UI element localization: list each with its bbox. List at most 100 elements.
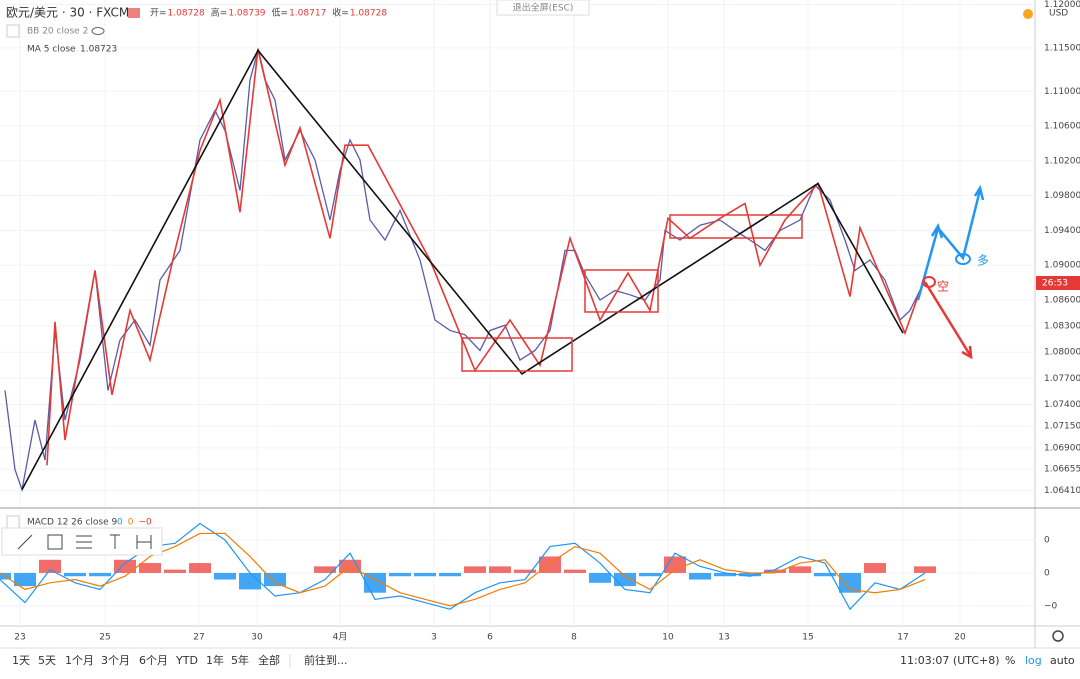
range-box xyxy=(669,214,803,239)
range-button[interactable]: 6个月 xyxy=(139,654,168,667)
clock: 11:03:07 (UTC+8) xyxy=(900,654,1000,667)
annotation: 空 xyxy=(937,280,949,294)
x-tick-label: 10 xyxy=(662,633,674,643)
y-tick-label: 0 xyxy=(1044,536,1050,546)
collapse-button[interactable] xyxy=(6,24,20,38)
histogram-bar xyxy=(489,566,511,573)
price-line xyxy=(46,48,921,466)
range-button[interactable]: 3个月 xyxy=(101,654,130,667)
toolbar: 1天 5天 1个月 3个月 6个月 YTD 1年 5年 全部 前往到... 11:03:07 (UT… xyxy=(12,653,1075,668)
flag-icon xyxy=(128,8,140,18)
y-tick-label: 1.07700 xyxy=(1044,374,1080,384)
histogram-bar xyxy=(214,572,236,580)
histogram-bar xyxy=(689,572,711,580)
axis-option[interactable]: % xyxy=(1005,654,1015,667)
x-tick-label: 15 xyxy=(802,633,813,643)
range-button[interactable]: 1年 xyxy=(206,653,224,667)
histogram-bar xyxy=(314,566,336,573)
y-tick-label: −0 xyxy=(1044,601,1058,611)
histogram-bar xyxy=(14,572,36,587)
range-button[interactable]: YTD xyxy=(175,654,198,667)
histogram-bar xyxy=(614,572,636,587)
histogram-bar xyxy=(164,569,186,573)
histogram-bar xyxy=(589,572,611,583)
macd-title: MACD 12 26 close 9 xyxy=(27,518,118,528)
histogram-bar xyxy=(64,572,86,577)
visibility-icon[interactable] xyxy=(91,27,105,35)
range-button[interactable]: 全部 xyxy=(258,653,280,667)
price-line xyxy=(21,49,904,490)
x-tick-label: 3 xyxy=(431,633,437,643)
indicator-label: BB 20 close 2 xyxy=(27,27,88,37)
histogram-bar xyxy=(839,572,861,593)
histogram-bar xyxy=(439,572,461,577)
ohlc: 开= 1.08728 高= 1.08739 低= 1.08717 收= 1.08728 xyxy=(150,7,387,19)
ohlc-label: 开= xyxy=(150,8,167,19)
short-projection xyxy=(923,281,972,356)
y-tick-label: 1.09400 xyxy=(1044,226,1080,236)
y-tick-label: 1.10200 xyxy=(1044,156,1080,166)
x-tick-label: 27 xyxy=(193,633,204,643)
exit-fullscreen: 退出全屏(ESC) xyxy=(513,2,574,14)
ohlc-label: 收= xyxy=(332,7,349,19)
y-tick-label: 1.11000 xyxy=(1044,87,1080,97)
x-tick-label: 4月 xyxy=(333,632,348,643)
range-button[interactable]: 5天 xyxy=(38,654,56,667)
histogram-bar xyxy=(789,566,811,573)
histogram-bar xyxy=(764,569,786,573)
histogram-bar xyxy=(814,572,836,577)
histogram-bar xyxy=(539,556,561,573)
y-tick-label: 1.07150 xyxy=(1044,422,1080,432)
y-tick-label: 1.08000 xyxy=(1044,348,1080,358)
range-button[interactable]: 1天 xyxy=(12,654,30,667)
x-tick-label: 6 xyxy=(487,633,493,643)
goto-button[interactable]: 前往到... xyxy=(304,653,348,667)
readout-value: −0 xyxy=(138,518,152,528)
range-button[interactable]: 1个月 xyxy=(65,654,94,667)
ohlc-value: 1.08728 xyxy=(168,9,205,19)
symbol: 欧元/美元 · 30 · FXCM xyxy=(6,6,129,20)
histogram-bar xyxy=(89,572,111,577)
histogram-bar xyxy=(239,572,261,590)
y-tick-label: 1.10600 xyxy=(1044,122,1080,132)
indicator-label: MA 5 close xyxy=(27,45,76,55)
histogram-bar xyxy=(639,572,661,577)
axis-option[interactable]: auto xyxy=(1050,654,1075,667)
x-tick-label: 8 xyxy=(571,633,577,643)
arrow-head xyxy=(961,345,973,360)
histogram-bar xyxy=(914,566,936,573)
alert-icon[interactable] xyxy=(1023,9,1033,19)
histogram-bar xyxy=(564,569,586,573)
histogram-bar xyxy=(364,572,386,593)
y-tick-label: 1.08300 xyxy=(1044,322,1080,332)
x-tick-label: 20 xyxy=(954,633,966,643)
histogram-bar xyxy=(739,572,761,577)
axis-option[interactable]: log xyxy=(1025,654,1042,667)
histogram-bar xyxy=(464,566,486,573)
y-tick-label: 1.11500 xyxy=(1044,43,1080,53)
y-tick-label: 1.07400 xyxy=(1044,400,1080,410)
x-tick-label: 23 xyxy=(14,633,25,643)
y-tick-label: 1.12000 xyxy=(1044,0,1080,10)
x-tick-label: 25 xyxy=(99,633,110,643)
ohlc-label: 高= xyxy=(211,7,228,19)
macd-readout: 0 0 −0 xyxy=(117,518,152,528)
countdown: 26:53 xyxy=(1042,279,1068,289)
y-tick-label: 1.06900 xyxy=(1044,443,1080,453)
y-tick-label: 0 xyxy=(1044,568,1050,578)
price-line xyxy=(4,50,926,493)
x-tick-label: 30 xyxy=(251,633,263,643)
range-button[interactable]: 5年 xyxy=(231,653,249,667)
ohlc-value: 1.08717 xyxy=(289,9,326,19)
y-tick-label: 1.09000 xyxy=(1044,261,1080,271)
range-box xyxy=(584,269,659,313)
histogram-bar xyxy=(39,559,61,573)
exit-fullscreen-button[interactable] xyxy=(496,0,590,16)
ohlc-label: 低= xyxy=(272,7,289,19)
price-label-box xyxy=(1036,276,1080,290)
range-box xyxy=(461,337,573,372)
drawing-tools[interactable] xyxy=(17,534,152,550)
histogram-bar xyxy=(714,572,736,577)
settings-icon[interactable] xyxy=(1052,630,1064,642)
ohlc-value: 1.08728 xyxy=(350,9,387,19)
